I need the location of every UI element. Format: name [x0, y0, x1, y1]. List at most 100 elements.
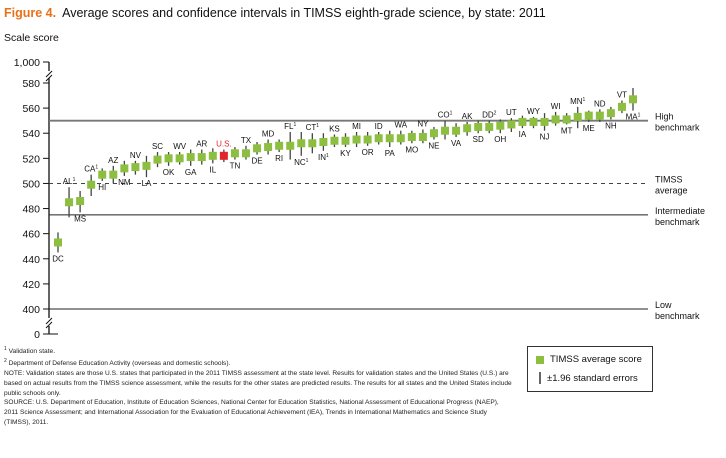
- point-label: CA1: [84, 165, 98, 174]
- reference-line-label-part: TIMSS: [655, 174, 683, 184]
- score-marker: [341, 136, 350, 145]
- y-tick-label: 520: [22, 153, 40, 165]
- score-marker: [253, 144, 262, 153]
- data-point-tn: TN: [230, 147, 241, 171]
- point-label: DC: [52, 255, 64, 264]
- figure-title: Figure 4. Average scores and confidence i…: [4, 6, 546, 20]
- point-label-footnote: 1: [638, 113, 641, 119]
- point-label: OH: [494, 135, 506, 144]
- point-label: RI: [275, 154, 283, 163]
- point-label: AZ: [108, 156, 118, 165]
- point-label-footnote: 1: [326, 153, 329, 159]
- data-point-nv: NV: [130, 151, 142, 175]
- data-point-dc: DC: [52, 232, 64, 264]
- data-point-mn: MN1: [570, 97, 586, 129]
- point-label: WY: [527, 107, 541, 116]
- score-marker: [164, 154, 173, 163]
- data-point-va: VA: [451, 123, 462, 148]
- point-label: MD: [262, 130, 275, 139]
- data-point-or: OR: [362, 131, 374, 157]
- data-point-us: U.S.: [216, 140, 232, 163]
- point-label-footnote: 2: [494, 111, 497, 117]
- data-point-ga: GA: [185, 149, 197, 177]
- data-point-nj: NJ: [540, 113, 550, 142]
- axis-break-icon: [45, 70, 53, 78]
- data-point-ca: CA1: [84, 165, 98, 196]
- point-label: IA: [519, 130, 527, 139]
- footnote-1: 1 Validation state.: [4, 346, 56, 356]
- axis-break-icon: [45, 74, 53, 82]
- y-axis: 0 400 420 440 460 480 500 520 540 560 580 1,000: [14, 57, 58, 341]
- data-point-ks: KS: [329, 124, 340, 148]
- footnote-2: 2 Department of Defense Education Activi…: [4, 357, 231, 368]
- score-marker: [529, 117, 538, 126]
- point-label: NY: [417, 119, 429, 128]
- point-label: VA: [451, 139, 462, 148]
- data-point-mo: MO: [405, 130, 418, 154]
- data-point-wa: WA: [394, 121, 408, 145]
- score-marker: [385, 134, 394, 143]
- reference-line-label: Intermediate benchmark: [655, 206, 705, 227]
- score-marker: [606, 109, 615, 118]
- point-label: OR: [362, 148, 374, 157]
- reference-line-label-part: benchmark: [655, 217, 700, 227]
- score-marker: [507, 120, 516, 129]
- point-label: TN: [230, 162, 241, 171]
- score-marker: [584, 111, 593, 120]
- data-point-co: CO1: [438, 111, 453, 140]
- data-point-ma: MA1: [626, 88, 641, 122]
- score-marker: [374, 134, 383, 143]
- point-label: OK: [163, 168, 175, 177]
- data-point-tx: TX: [241, 136, 252, 160]
- point-label: ID: [375, 122, 383, 131]
- point-label: DE: [251, 157, 262, 166]
- figure-title-text: Average scores and confidence intervals …: [62, 6, 546, 20]
- score-marker: [142, 161, 151, 170]
- point-label: KY: [340, 149, 351, 158]
- score-marker: [297, 139, 306, 148]
- point-label: NH: [605, 121, 617, 130]
- point-label: NV: [130, 151, 142, 160]
- legend-errorbar-swatch: [539, 372, 541, 384]
- score-marker: [330, 136, 339, 145]
- score-marker: [131, 163, 140, 172]
- point-label: NM: [118, 178, 131, 187]
- y-tick-label: 480: [22, 204, 40, 216]
- reference-line-label: Low benchmark: [655, 300, 700, 321]
- point-label: WV: [173, 142, 187, 151]
- legend-marker-swatch: [536, 355, 544, 364]
- point-label: AR: [196, 140, 207, 149]
- score-marker: [595, 111, 604, 120]
- data-point-md: MD: [262, 130, 275, 155]
- point-label: ME: [583, 124, 595, 133]
- point-label-footnote: 1: [316, 123, 319, 129]
- data-point-de: DE: [251, 142, 263, 166]
- point-label: NJ: [540, 133, 550, 142]
- score-marker: [264, 143, 273, 152]
- axis-break-icon: [45, 321, 53, 329]
- score-marker: [109, 170, 118, 179]
- score-marker: [54, 238, 62, 247]
- data-point-mt: MT: [561, 113, 573, 135]
- data-point-mi: MI: [352, 122, 361, 148]
- point-label: MT: [561, 126, 573, 135]
- reference-line-label-part: benchmark: [655, 311, 700, 321]
- score-marker: [352, 135, 361, 144]
- point-label: SD: [473, 135, 484, 144]
- legend-errorbar-label: ±1.96 standard errors: [547, 372, 638, 384]
- score-marker: [429, 129, 438, 138]
- score-marker: [286, 141, 295, 150]
- point-label-footnote: 1: [95, 165, 98, 171]
- data-point-ne: NE: [428, 126, 440, 151]
- point-label: WA: [394, 121, 407, 130]
- data-point-oh: OH: [494, 119, 507, 144]
- legend-marker-row: TIMSS average score: [536, 354, 642, 365]
- point-label: SC: [152, 142, 163, 151]
- data-point-wy: WY: [527, 107, 541, 129]
- point-label: MN1: [570, 97, 585, 106]
- score-marker: [197, 153, 206, 162]
- data-point-wi: WI: [551, 102, 560, 126]
- point-label: FL1: [284, 122, 296, 131]
- data-point-vt: VT: [617, 91, 627, 114]
- reference-line-label: TIMSS average: [655, 174, 688, 195]
